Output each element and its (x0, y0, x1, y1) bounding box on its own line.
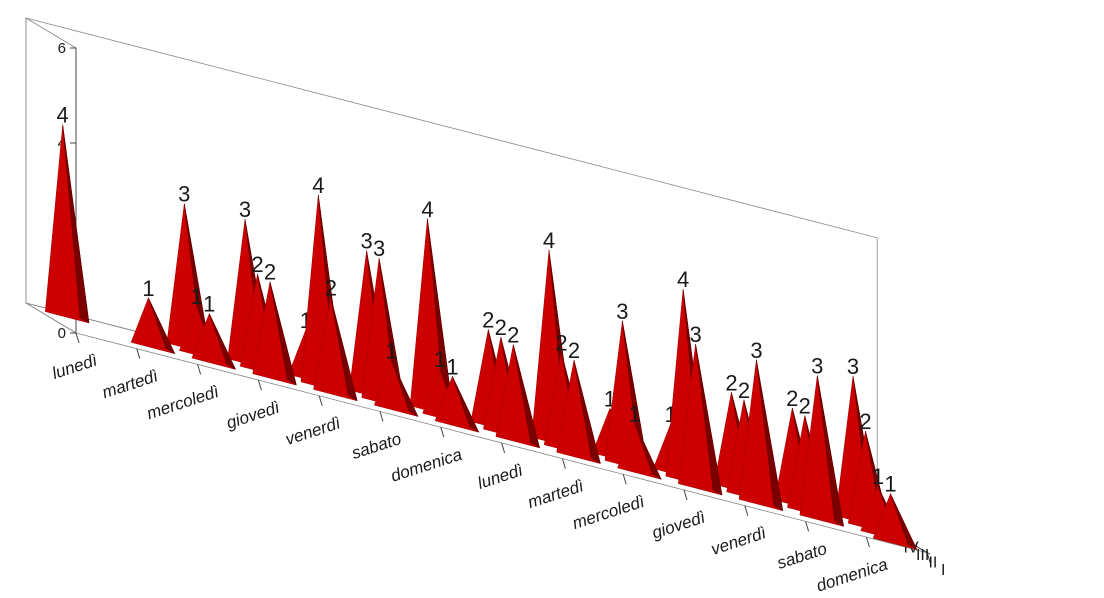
category-label: lunedì (475, 460, 525, 492)
pyramid-side-face (330, 297, 358, 402)
data-label: 2 (482, 308, 494, 333)
data-label: 2 (264, 260, 276, 285)
data-label: 3 (616, 299, 628, 324)
category-tick-mark (744, 505, 749, 516)
category-tick-mark (257, 379, 262, 391)
category-tick-mark (926, 552, 931, 563)
category-tick-mark (865, 536, 870, 548)
value-tick-label: 0 (58, 325, 66, 342)
data-label: 3 (847, 354, 859, 379)
category-tick-mark (197, 364, 202, 375)
data-label: 1 (884, 472, 896, 497)
data-label: 2 (725, 370, 737, 395)
pyramid-side-face (513, 344, 540, 449)
data-label: 2 (738, 378, 750, 403)
series-label: II (928, 555, 937, 572)
category-tick-mark (683, 489, 688, 501)
category-label: domenica (388, 445, 464, 486)
data-label: 3 (373, 236, 385, 261)
category-tick-mark (136, 348, 141, 359)
data-label: 2 (555, 331, 567, 356)
data-label: 2 (859, 409, 871, 434)
category-tick-mark (561, 458, 566, 469)
category-label: venerdì (283, 413, 343, 449)
data-label: 1 (629, 401, 641, 426)
series-tick-mark (920, 548, 931, 555)
category-label: sabato (349, 429, 403, 463)
data-label: 3 (361, 229, 373, 254)
pyramid-side-face (695, 344, 723, 496)
category-label: mercoledì (570, 492, 647, 533)
data-label: 1 (203, 292, 215, 317)
pyramid-side-face (890, 493, 918, 551)
series-label: I (941, 562, 945, 579)
data-label: 2 (495, 315, 507, 340)
category-label: sabato (775, 539, 829, 573)
pyramid-side-face (817, 375, 844, 527)
pyramid-side-face (148, 297, 176, 355)
category-tick-mark (440, 427, 445, 438)
pyramid-side-face (269, 281, 297, 386)
pyramid-side-face (209, 313, 237, 371)
category-tick-mark (75, 332, 80, 344)
data-label: 1 (142, 276, 154, 301)
category-label: martedì (525, 476, 586, 512)
category-label: lunedì (50, 351, 100, 383)
category-label: mercoledì (144, 382, 221, 423)
data-label: 3 (750, 338, 762, 363)
series-label: III (916, 547, 929, 564)
data-label: 2 (507, 323, 519, 348)
data-label: 4 (312, 173, 324, 198)
data-label: 3 (690, 322, 702, 347)
category-tick-mark (622, 474, 627, 485)
data-label: 4 (421, 197, 433, 222)
value-tick-label: 6 (58, 40, 66, 57)
category-tick-mark (805, 521, 810, 532)
data-label: 4 (57, 103, 69, 128)
pyramid-side-face (756, 359, 784, 512)
data-label: 2 (799, 394, 811, 419)
category-label: martedì (100, 366, 161, 402)
data-label: 2 (251, 252, 263, 277)
category-label: giovedì (224, 398, 282, 433)
data-label: 4 (677, 267, 689, 292)
category-label: domenica (814, 555, 890, 596)
data-label: 2 (568, 338, 580, 363)
pyramid-side-face (452, 376, 480, 433)
pyramid-side-face (634, 423, 662, 480)
data-label: 3 (811, 354, 823, 379)
pyramid-side-face (391, 360, 419, 418)
data-label: 2 (786, 386, 798, 411)
data-label: 1 (434, 347, 446, 372)
category-tick-mark (318, 395, 323, 406)
data-label: 3 (178, 182, 190, 207)
pyramid-side-face (62, 124, 90, 324)
category-label: giovedì (650, 508, 708, 543)
data-label: 3 (239, 197, 251, 222)
data-label: 2 (325, 275, 337, 300)
data-label: 1 (446, 354, 458, 379)
data-label: 1 (386, 339, 398, 364)
data-label: 1 (872, 464, 884, 489)
data-label: 4 (543, 228, 555, 253)
category-label: venerdì (709, 523, 769, 559)
data-label: 1 (191, 284, 203, 309)
category-tick-mark (379, 411, 384, 422)
pyramid-side-face (573, 360, 601, 465)
category-tick-mark (501, 442, 506, 454)
